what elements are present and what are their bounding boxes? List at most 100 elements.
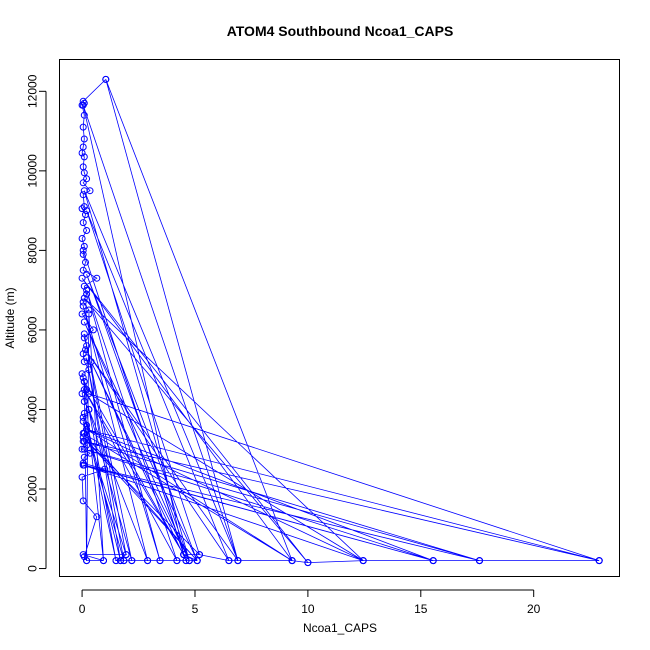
data-point bbox=[83, 421, 91, 429]
data-point bbox=[79, 413, 87, 421]
data-point bbox=[79, 298, 87, 306]
y-tick-label: 6000 bbox=[26, 316, 40, 343]
data-point bbox=[80, 187, 88, 195]
data-point bbox=[85, 390, 93, 398]
data-point bbox=[93, 274, 101, 282]
data-point bbox=[83, 342, 91, 350]
x-tick-label: 20 bbox=[527, 602, 541, 616]
data-point bbox=[78, 390, 86, 398]
data-point bbox=[79, 374, 87, 382]
data-point bbox=[156, 557, 164, 565]
data-point bbox=[83, 290, 91, 298]
data-point bbox=[82, 258, 89, 266]
data-point bbox=[80, 378, 88, 386]
data-point bbox=[79, 461, 87, 469]
data-point bbox=[128, 557, 136, 565]
data-point bbox=[78, 149, 86, 157]
y-tick-label: 0 bbox=[26, 565, 40, 572]
data-point bbox=[193, 557, 201, 565]
data-point bbox=[79, 497, 87, 505]
data-point bbox=[80, 135, 88, 143]
data-point bbox=[79, 350, 87, 358]
data-point bbox=[86, 449, 94, 457]
data-point bbox=[122, 551, 130, 559]
data-point bbox=[78, 473, 86, 481]
data-point bbox=[79, 246, 87, 254]
data-point bbox=[83, 227, 91, 234]
data-point bbox=[100, 557, 107, 565]
plot-frame bbox=[59, 59, 620, 577]
data-point bbox=[429, 557, 437, 565]
data-point bbox=[83, 557, 91, 565]
x-axis-label: Ncoa1_CAPS bbox=[303, 621, 377, 635]
data-point bbox=[83, 286, 91, 294]
data-point bbox=[80, 169, 88, 177]
data-point bbox=[78, 274, 86, 282]
x-tick-label: 10 bbox=[301, 602, 315, 616]
data-point bbox=[80, 386, 88, 394]
data-point bbox=[304, 559, 312, 567]
data-series bbox=[78, 75, 603, 567]
y-axis: 0 2000 4000 6000 8000 10000 12000 bbox=[26, 74, 47, 572]
x-axis: 0 5 10 15 20 bbox=[79, 589, 541, 616]
data-point bbox=[144, 557, 152, 565]
data-point bbox=[117, 557, 124, 565]
y-axis-label: Altitude (m) bbox=[3, 287, 17, 348]
data-point bbox=[79, 250, 87, 258]
y-tick-label: 8000 bbox=[26, 237, 40, 264]
data-point bbox=[120, 557, 128, 565]
data-point bbox=[80, 330, 88, 338]
data-point bbox=[182, 557, 190, 565]
data-point bbox=[93, 513, 101, 521]
data-point bbox=[80, 318, 88, 326]
data-point bbox=[80, 358, 88, 366]
x-tick-label: 15 bbox=[414, 602, 428, 616]
data-point bbox=[79, 302, 87, 310]
data-point bbox=[288, 557, 296, 565]
data-point bbox=[85, 406, 93, 413]
data-point bbox=[79, 101, 87, 109]
data-point bbox=[79, 433, 87, 441]
y-tick-label: 10000 bbox=[26, 154, 40, 188]
data-point bbox=[359, 557, 367, 565]
data-point bbox=[80, 334, 88, 342]
data-point bbox=[225, 557, 233, 565]
data-point bbox=[80, 282, 88, 290]
data-point bbox=[83, 354, 91, 362]
data-point bbox=[80, 153, 88, 161]
data-point bbox=[79, 417, 87, 425]
data-point bbox=[234, 557, 242, 565]
data-point bbox=[79, 266, 87, 274]
chart-title: ATOM4 Southbound Ncoa1_CAPS bbox=[227, 23, 454, 39]
data-point bbox=[79, 429, 87, 437]
data-point bbox=[79, 551, 87, 559]
data-point bbox=[80, 445, 88, 453]
data-point bbox=[85, 306, 93, 314]
data-point bbox=[83, 270, 91, 278]
data-point bbox=[80, 242, 88, 250]
data-point bbox=[82, 346, 89, 354]
data-point bbox=[185, 557, 193, 565]
data-point bbox=[79, 179, 87, 187]
y-tick-label: 12000 bbox=[26, 74, 40, 108]
data-point bbox=[78, 445, 86, 453]
data-point bbox=[78, 235, 86, 242]
data-point bbox=[80, 111, 88, 119]
data-point bbox=[85, 366, 93, 374]
data-point bbox=[83, 386, 91, 394]
data-point bbox=[82, 211, 89, 219]
data-point bbox=[87, 358, 95, 366]
data-point bbox=[80, 294, 88, 302]
data-point bbox=[78, 205, 86, 213]
data-point bbox=[476, 557, 483, 565]
data-point bbox=[85, 310, 93, 318]
data-point bbox=[80, 437, 88, 445]
data-point bbox=[80, 398, 88, 405]
data-point bbox=[80, 409, 88, 417]
data-point bbox=[89, 326, 97, 334]
data-point bbox=[196, 551, 203, 559]
data-point bbox=[78, 370, 86, 378]
data-point bbox=[83, 175, 91, 183]
